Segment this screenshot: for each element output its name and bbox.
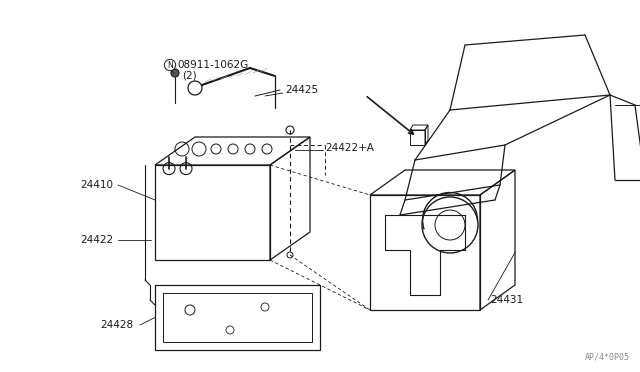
Text: 24422+A: 24422+A [325,143,374,153]
Circle shape [171,69,179,77]
Text: 08911-1062G: 08911-1062G [177,60,248,70]
Text: N: N [167,61,173,70]
Text: AP/4*0P05: AP/4*0P05 [585,353,630,362]
Text: 24428: 24428 [100,320,133,330]
Text: 24431: 24431 [490,295,523,305]
Text: 24422: 24422 [80,235,113,245]
Text: 24425: 24425 [285,85,318,95]
Text: 24410: 24410 [80,180,113,190]
Text: (2): (2) [182,70,196,80]
